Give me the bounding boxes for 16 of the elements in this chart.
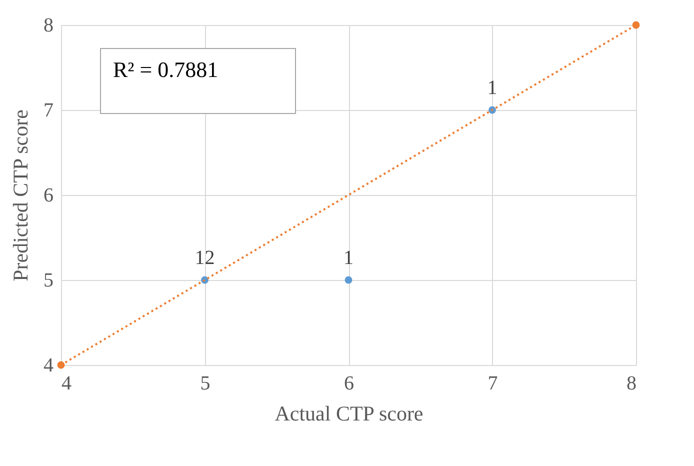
y-tick-label: 8	[44, 14, 54, 36]
x-tick-label: 5	[200, 372, 210, 394]
annotation: 1	[487, 77, 498, 99]
annotation: 1	[344, 247, 354, 269]
x-tick-label: 4	[62, 372, 72, 394]
x-tick-label: 6	[344, 372, 354, 394]
y-tick-label: 6	[44, 184, 54, 206]
y-tick-label: 4	[44, 354, 54, 376]
y-tick-label: 5	[44, 270, 54, 292]
y-tick-label: 7	[44, 100, 54, 122]
annotation: 12	[194, 247, 215, 269]
x-tick-label: 8	[626, 372, 636, 394]
y-axis-title: Predicted CTP score	[8, 110, 32, 282]
text-box: R² = 0.7881	[100, 48, 296, 114]
x-axis-title: Actual CTP score	[274, 402, 424, 426]
x-tick-label: 7	[488, 372, 498, 394]
